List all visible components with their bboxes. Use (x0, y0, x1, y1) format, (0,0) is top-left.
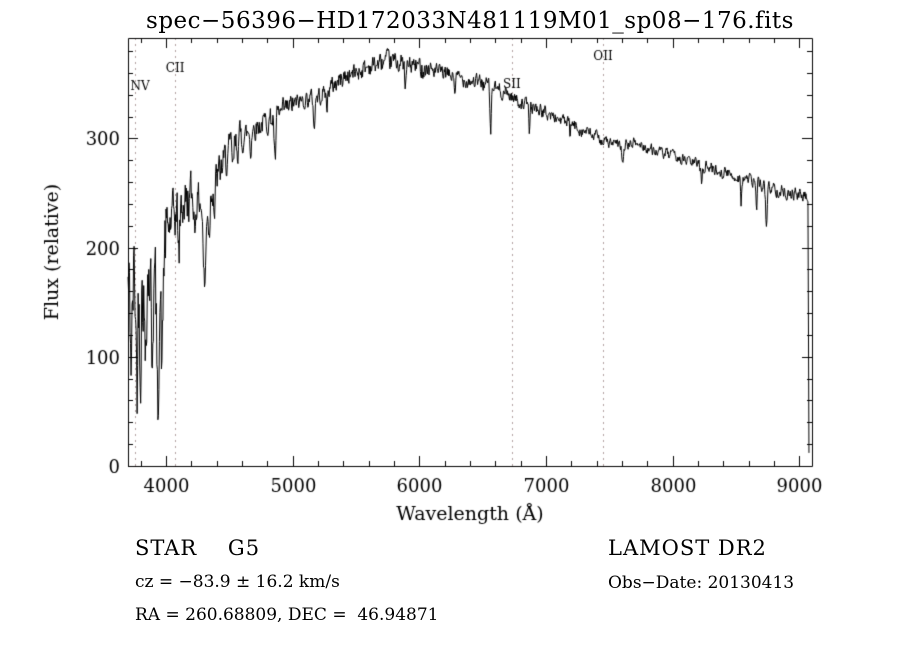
object-class-label: STAR G5 (135, 536, 261, 560)
survey-release-label: LAMOST DR2 (608, 536, 767, 560)
ra-dec-label: RA = 260.68809, DEC = 46.94871 (135, 605, 439, 625)
obs-date-label: Obs−Date: 20130413 (608, 573, 795, 593)
radial-velocity-label: cz = −83.9 ± 16.2 km/s (135, 572, 340, 592)
